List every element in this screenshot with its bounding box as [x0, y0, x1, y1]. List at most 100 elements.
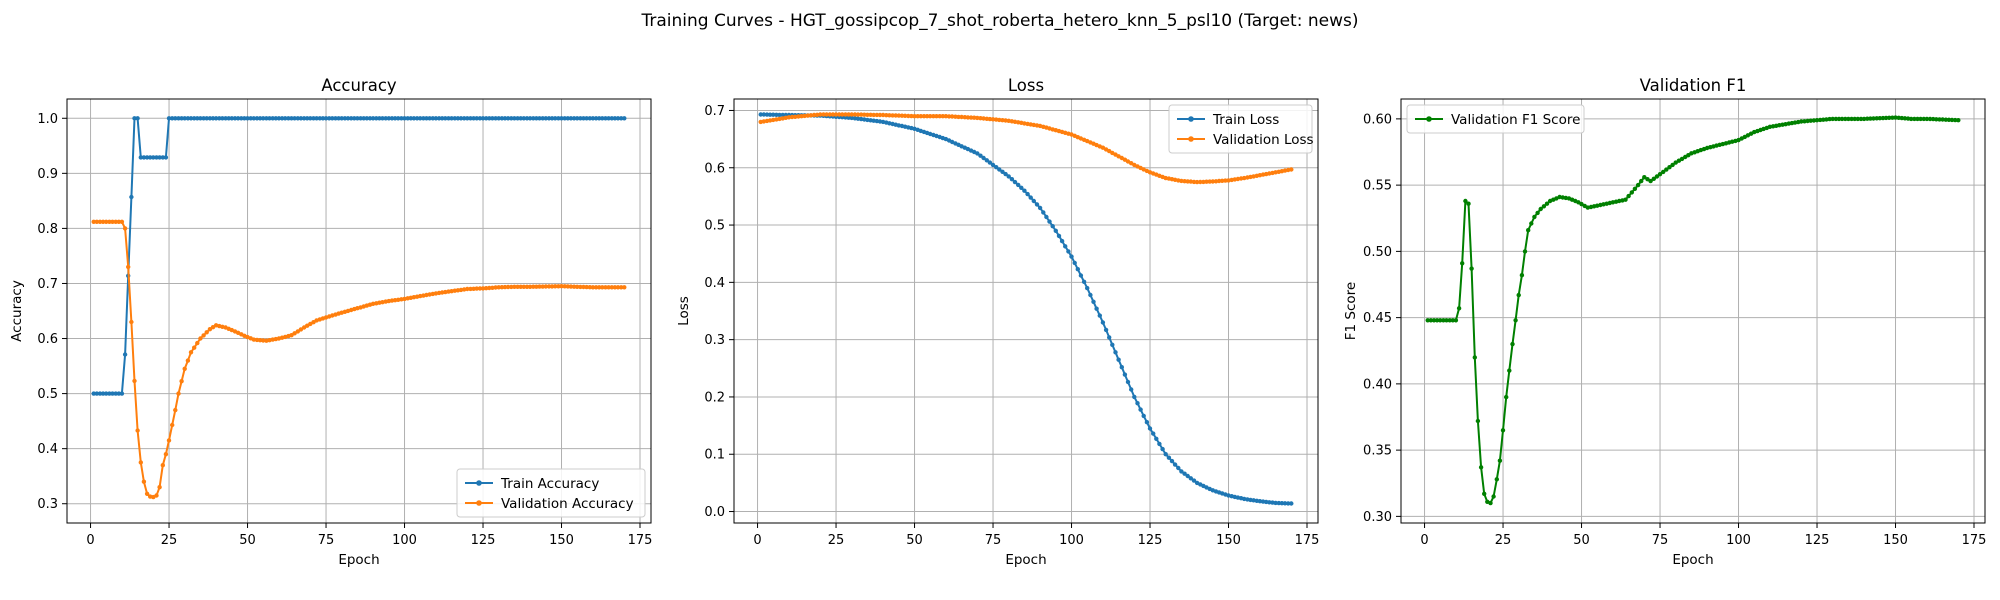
data-point: [1119, 365, 1125, 370]
data-point: [1466, 201, 1471, 206]
data-point: [593, 285, 599, 290]
data-point: [584, 116, 589, 121]
data-point: [1909, 116, 1914, 122]
data-point: [622, 116, 627, 121]
data-point: [874, 112, 880, 118]
x-tick-label: 25: [161, 533, 178, 548]
data-point: [849, 115, 854, 121]
data-point: [499, 116, 505, 121]
data-point: [1871, 116, 1876, 121]
data-point: [521, 116, 526, 121]
data-point: [609, 116, 614, 121]
data-point: [204, 116, 209, 121]
data-point: [1808, 118, 1813, 123]
data-point: [289, 116, 294, 121]
data-point: [619, 285, 624, 290]
data-point: [587, 116, 592, 121]
data-point: [571, 284, 577, 289]
x-tick-label: 25: [828, 533, 845, 548]
data-point: [185, 116, 191, 121]
legend-box: [1168, 104, 1313, 154]
data-point: [581, 116, 586, 121]
data-point: [865, 117, 870, 123]
data-point: [1456, 306, 1462, 311]
data-point: [276, 116, 282, 121]
data-point: [436, 116, 442, 121]
data-point: [440, 116, 445, 121]
data-point: [994, 165, 999, 170]
data-point: [1937, 117, 1942, 122]
data-point: [840, 112, 845, 117]
x-tick-label: 50: [239, 533, 256, 548]
data-point: [1072, 260, 1077, 266]
legend-label: Validation Accuracy: [501, 496, 634, 512]
data-point: [1444, 318, 1449, 323]
y-tick-label: 0.45: [1363, 311, 1392, 326]
data-point: [135, 428, 140, 433]
data-point: [1623, 197, 1628, 202]
y-tick-label: 1.0: [37, 112, 58, 127]
data-point: [107, 219, 112, 224]
x-axis-label: Epoch: [338, 552, 379, 568]
data-point: [270, 116, 275, 121]
y-tick-label: 0.60: [1363, 112, 1392, 127]
data-point: [399, 116, 404, 121]
data-point: [568, 284, 574, 289]
data-point: [1188, 179, 1194, 184]
data-point: [590, 116, 596, 121]
data-point: [1679, 156, 1685, 162]
data-point: [1861, 116, 1867, 122]
data-point: [1012, 179, 1018, 185]
data-point: [562, 284, 567, 289]
data-point: [990, 162, 996, 168]
data-point: [104, 219, 109, 224]
data-point: [527, 116, 533, 121]
data-point: [565, 116, 570, 121]
data-point: [119, 219, 125, 224]
data-point: [1535, 210, 1540, 216]
data-point: [286, 116, 291, 121]
data-point: [1069, 254, 1074, 259]
data-point: [1129, 387, 1134, 392]
data-point: [537, 116, 542, 121]
legend-swatch-marker: [1188, 136, 1194, 142]
data-point: [1661, 169, 1666, 175]
y-tick-label: 0.40: [1363, 377, 1392, 392]
data-point: [443, 116, 448, 121]
data-point: [884, 113, 889, 118]
data-point: [578, 116, 583, 121]
data-point: [890, 113, 895, 118]
data-point: [418, 116, 423, 121]
data-point: [188, 116, 194, 121]
data-point: [132, 378, 137, 384]
data-point: [148, 155, 153, 160]
data-point: [477, 286, 483, 291]
data-point: [786, 115, 792, 120]
data-point: [505, 284, 511, 290]
data-point: [91, 219, 96, 224]
data-point: [1176, 465, 1181, 471]
data-point: [855, 116, 861, 121]
data-point: [524, 284, 530, 289]
data-point: [975, 151, 980, 156]
data-point: [531, 284, 536, 289]
chart-title: Loss: [1008, 76, 1044, 95]
data-point: [1144, 420, 1150, 425]
x-axis-label: Epoch: [1005, 552, 1046, 568]
data-point: [531, 116, 536, 121]
data-point: [1654, 174, 1660, 179]
data-point: [1453, 318, 1459, 323]
data-point: [981, 155, 986, 161]
data-point: [1902, 116, 1908, 121]
data-point: [1185, 473, 1190, 479]
data-point: [1428, 318, 1434, 323]
data-point: [1673, 160, 1678, 165]
data-point: [543, 116, 548, 121]
data-point: [518, 284, 523, 289]
data-point: [352, 116, 357, 121]
data-point: [509, 116, 514, 121]
data-point: [195, 116, 200, 121]
data-point: [1949, 117, 1955, 123]
data-point: [226, 116, 231, 121]
x-axis-label: Epoch: [1672, 552, 1713, 568]
